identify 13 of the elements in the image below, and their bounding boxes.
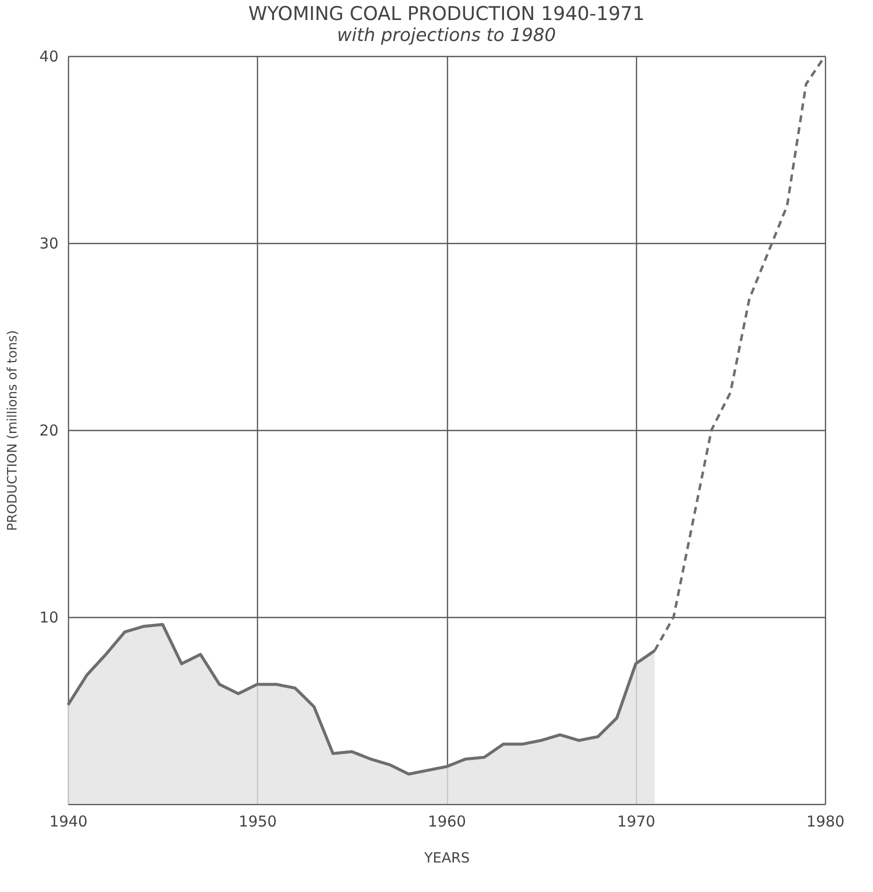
x-tick-label: 1970 bbox=[617, 812, 656, 830]
y-tick-label: 40 bbox=[39, 48, 58, 66]
x-tick-label: 1980 bbox=[806, 812, 845, 830]
chart-title: WYOMING COAL PRODUCTION 1940-1971 bbox=[248, 3, 645, 25]
y-tick-label: 10 bbox=[39, 608, 58, 626]
x-tick-label: 1940 bbox=[49, 812, 88, 830]
x-tick-label: 1950 bbox=[238, 812, 277, 830]
y-tick-label: 30 bbox=[39, 234, 58, 252]
chart-subtitle: with projections to 1980 bbox=[337, 25, 556, 46]
y-tick-label: 20 bbox=[39, 422, 58, 440]
x-tick-label: 1960 bbox=[428, 812, 466, 830]
y-axis-title: PRODUCTION (millions of tons) bbox=[5, 330, 20, 531]
x-axis-title: YEARS bbox=[423, 850, 470, 866]
